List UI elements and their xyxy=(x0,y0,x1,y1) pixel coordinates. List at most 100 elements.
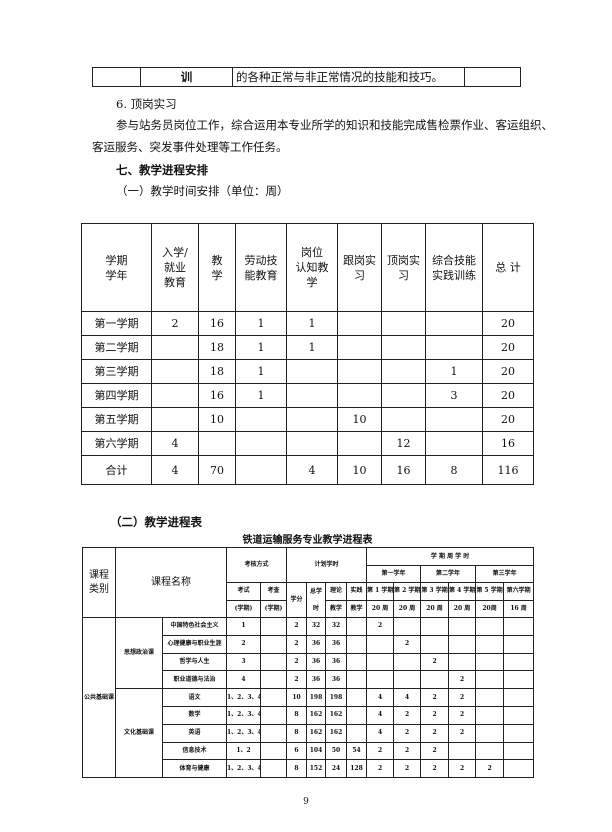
table-cell xyxy=(259,705,288,725)
table-cell xyxy=(198,431,236,456)
course-name: 哲学与人生 xyxy=(162,652,227,672)
table-row: 第四学期 16 1 3 20 xyxy=(81,383,534,408)
table-cell xyxy=(503,759,535,779)
table-cell: 2 xyxy=(226,634,261,654)
table-cell xyxy=(337,359,382,384)
course-group: 思想政治课 xyxy=(115,616,163,690)
table-cell: 50 xyxy=(325,741,348,761)
table-cell xyxy=(337,335,382,360)
table-cell: 1 xyxy=(286,335,338,360)
column-header: 第 5 学期 xyxy=(475,582,505,601)
table-cell: 8 xyxy=(425,455,483,485)
table-cell: 10 xyxy=(198,407,236,432)
course-name: 数学 xyxy=(162,705,227,725)
table-cell: 2 xyxy=(475,759,505,779)
table-cell: 36 xyxy=(306,634,327,654)
section-6-paragraph-line1: 参与站务员岗位工作，综合运用本专业所学的知识和技能完成售检票作业、客运组织、 xyxy=(116,118,553,132)
table-row: 英语 1、2、3、4 8 162 162 4 2 2 2 xyxy=(83,723,535,743)
table-cell xyxy=(366,652,395,672)
table-cell: 1、2、3、4 xyxy=(226,723,261,743)
table-cell: 32 xyxy=(306,617,327,636)
table-cell xyxy=(475,634,505,654)
table-cell: 198 xyxy=(306,688,327,707)
section-6-title: 6. 顶岗实习 xyxy=(116,97,177,111)
table-cell: 2 xyxy=(286,652,308,672)
table-cell xyxy=(259,652,288,672)
table-cell: 70 xyxy=(198,455,236,485)
table-cell: 2 xyxy=(366,759,395,779)
column-header: 学分 xyxy=(286,582,308,618)
column-header: 学 期 周 学 时 xyxy=(366,547,535,566)
table-row: 第二学期 18 1 1 20 xyxy=(81,335,534,360)
column-header: 入学/ 就业 教育 xyxy=(151,223,199,312)
time-schedule-subheading: （一）教学时间安排（单位：周） xyxy=(116,184,289,198)
table-cell: 20 xyxy=(482,335,534,360)
table-cell xyxy=(259,723,288,743)
table-cell xyxy=(259,688,288,707)
table-cell: 162 xyxy=(306,723,327,743)
column-header: 20 周 xyxy=(393,599,422,618)
table-cell xyxy=(420,617,450,636)
table-cell: 2 xyxy=(286,617,308,636)
column-header: 20 周 xyxy=(366,599,395,618)
table-cell: 1、2、3、4 xyxy=(226,759,261,779)
table-row: 体育与健康 1、2、3、4 8 152 24 128 2 2 2 2 2 xyxy=(83,759,535,779)
column-header: 顶岗实 习 xyxy=(381,223,426,312)
table-cell xyxy=(235,455,287,485)
table-cell xyxy=(503,634,535,654)
table-row: 第五学期 10 10 20 xyxy=(81,407,534,432)
table-cell: 36 xyxy=(325,634,348,654)
table-cell xyxy=(235,407,287,432)
column-header: 20 周 xyxy=(448,599,477,618)
table-cell: 2 xyxy=(448,688,477,707)
table-cell: 4 xyxy=(366,723,395,743)
table-cell: 2 xyxy=(393,634,422,654)
table-cell: 4 xyxy=(151,455,199,485)
table-cell: 2 xyxy=(448,670,477,690)
course-name: 语文 xyxy=(162,688,227,707)
table-cell: 18 xyxy=(198,359,236,384)
table-cell xyxy=(503,670,535,690)
table-row: 职业道德与法治 4 2 36 36 2 xyxy=(83,670,535,690)
table-cell: 3 xyxy=(226,652,261,672)
column-header: 考核方式 xyxy=(225,547,288,583)
table-row: 第三学期 18 1 1 20 xyxy=(81,359,534,384)
table-cell xyxy=(151,335,199,360)
course-name: 信息技术 xyxy=(162,741,227,761)
table-cell: 2 xyxy=(448,723,477,743)
table-cell: 16 xyxy=(198,383,236,408)
section-6-paragraph-line2: 客运服务、突发事件处理等工作任务。 xyxy=(92,140,288,154)
column-header: 计划学时 xyxy=(286,547,368,583)
table-cell: 16 xyxy=(482,431,534,456)
table-cell xyxy=(259,670,288,690)
table-cell: 4 xyxy=(366,705,395,725)
table-cell xyxy=(464,67,521,87)
table-cell: 20 xyxy=(482,407,534,432)
table-cell: 36 xyxy=(306,670,327,690)
table-cell: 54 xyxy=(346,741,368,761)
table-cell: 32 xyxy=(325,617,348,636)
table-cell xyxy=(425,335,483,360)
table-cell: 1、2、3、4 xyxy=(226,705,261,725)
table-cell xyxy=(337,383,382,408)
course-name: 职业道德与法治 xyxy=(162,670,227,690)
column-header: 实践 xyxy=(346,582,368,601)
table-cell: 1 xyxy=(226,617,261,636)
column-header: 总学 时 xyxy=(306,582,327,618)
table-cell: 1 xyxy=(425,359,483,384)
table-cell: 20 xyxy=(482,359,534,384)
table-cell xyxy=(366,670,395,690)
table-cell: 1 xyxy=(235,335,287,360)
table-cell: 2 xyxy=(420,759,450,779)
table-cell: 12 xyxy=(381,431,426,456)
table-cell: 24 xyxy=(325,759,348,779)
table-cell: 16 xyxy=(198,311,236,336)
table-cell xyxy=(286,383,338,408)
table-cell: 3 xyxy=(425,383,483,408)
table-cell xyxy=(503,723,535,743)
column-header: 考试 xyxy=(226,582,261,601)
table-cell: 36 xyxy=(325,652,348,672)
column-header: 20周 xyxy=(475,599,505,618)
table-cell: 1、2 xyxy=(226,741,261,761)
table-row: 第一学期 2 16 1 1 20 xyxy=(81,311,534,336)
